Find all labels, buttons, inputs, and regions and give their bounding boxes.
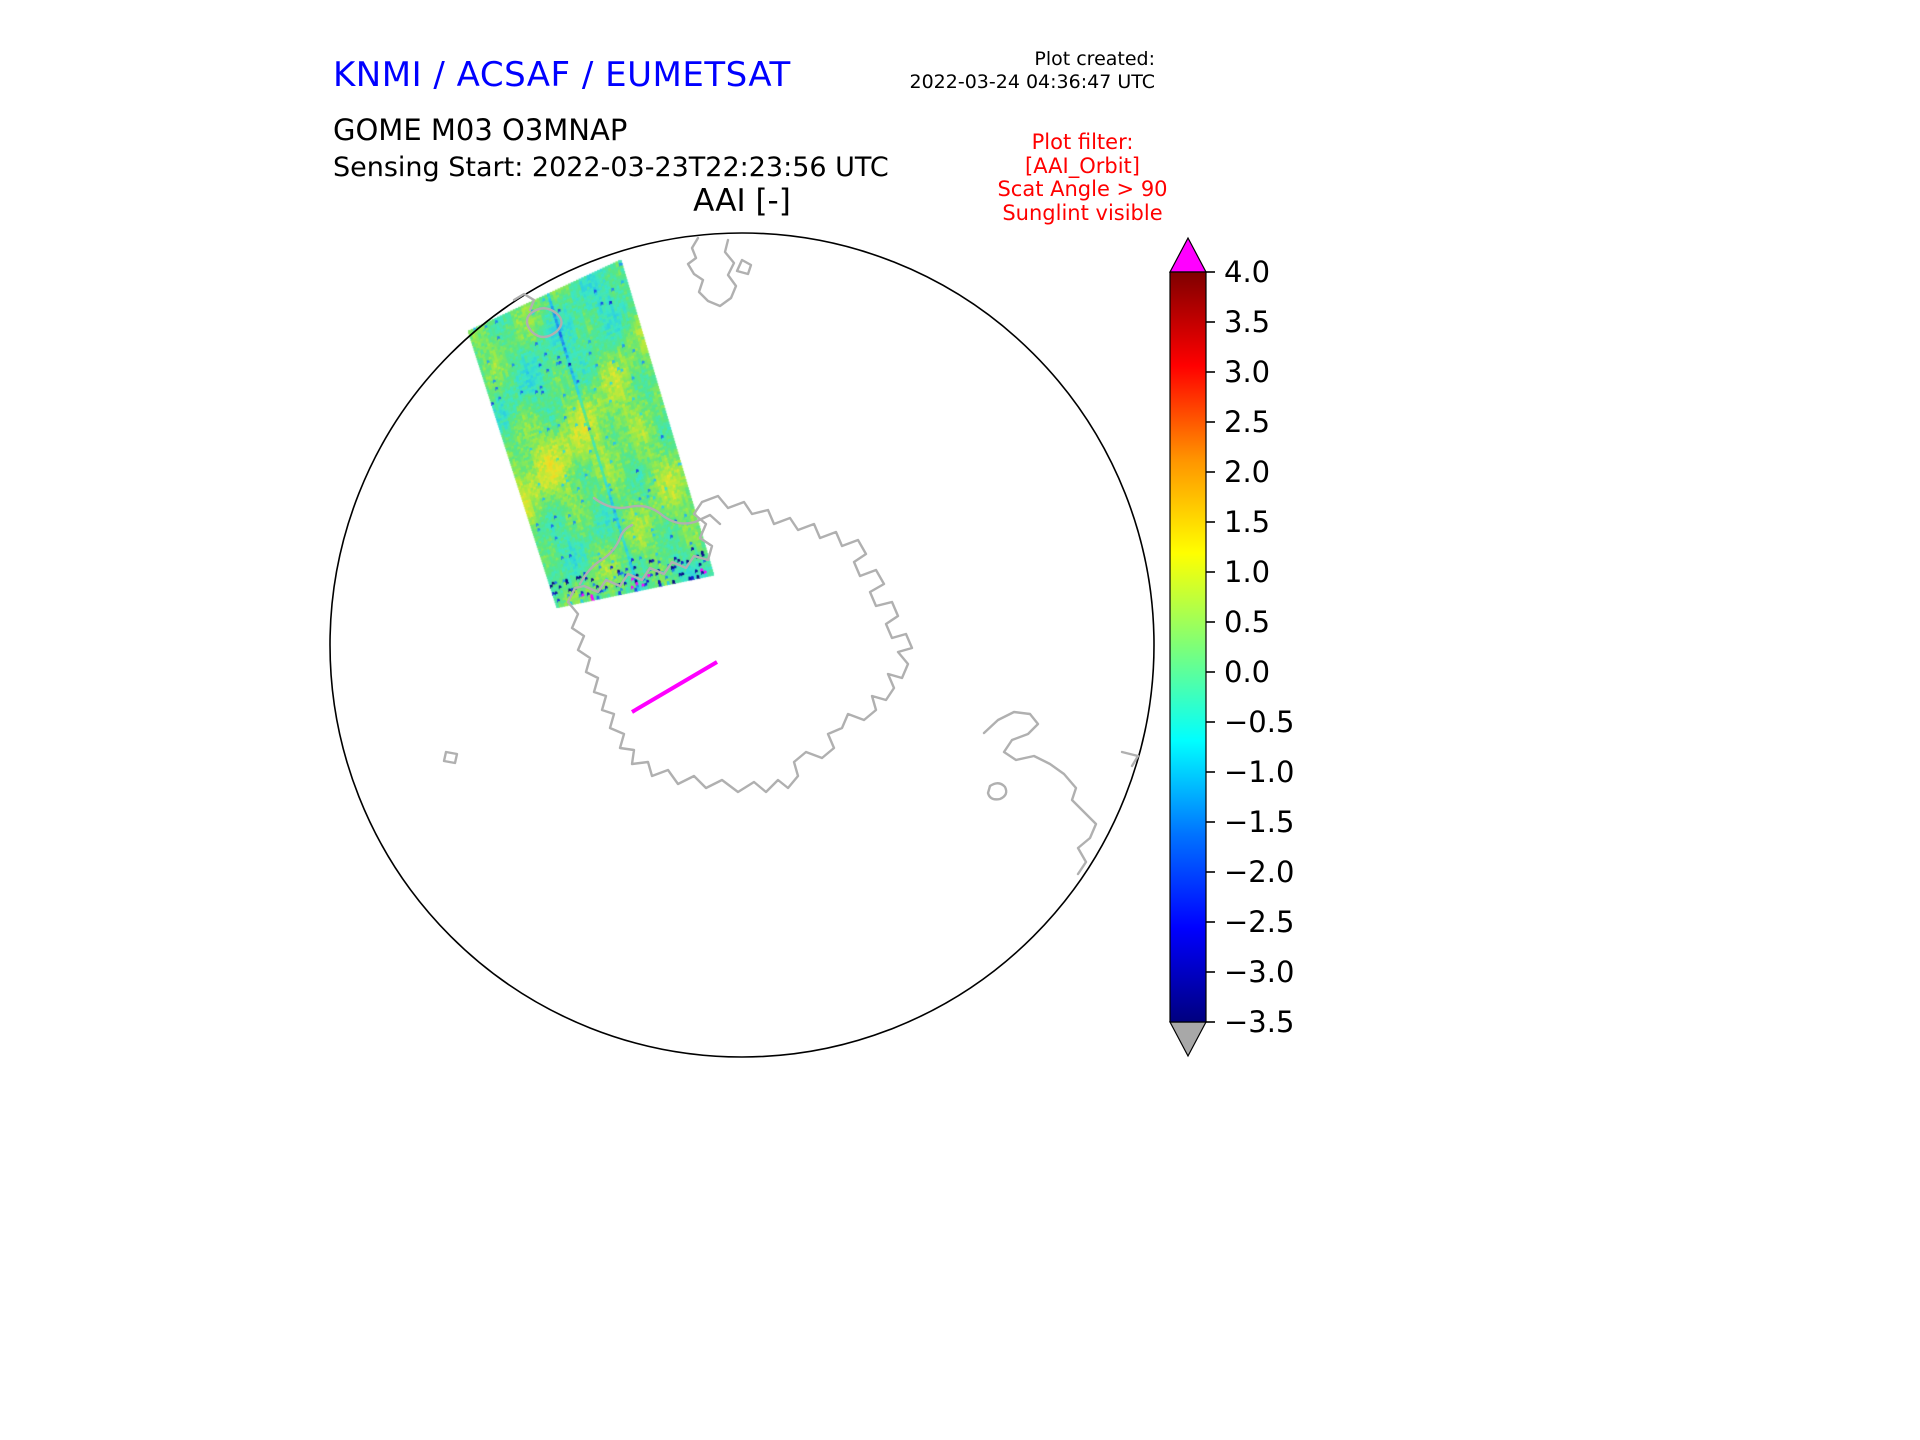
sensing-start-line: Sensing Start: 2022-03-23T22:23:56 UTC bbox=[333, 152, 889, 183]
colorbar-tick-label: −2.5 bbox=[1224, 905, 1294, 939]
colorbar-tick-label: −1.5 bbox=[1224, 805, 1294, 839]
colorbar-tick-label: 0.5 bbox=[1224, 605, 1270, 639]
plot-title: AAI [-] bbox=[693, 183, 791, 219]
filter-line-3: Scat Angle > 90 bbox=[997, 177, 1168, 201]
colorbar-tick-label: 2.5 bbox=[1224, 405, 1270, 439]
polar-map bbox=[329, 232, 1155, 1058]
plot-filter-box: Plot filter: [AAI_Orbit] Scat Angle > 90… bbox=[960, 130, 1205, 225]
colorbar-tick-label: −1.0 bbox=[1224, 755, 1294, 789]
colorbar-ticks: 4.0 3.5 3.0 2.5 2.0 1.5 1.0 0.5 0.0 −0.5 −1.0 −1.5 −… bbox=[1206, 255, 1294, 1039]
filter-line-1: Plot filter: bbox=[1031, 130, 1134, 154]
product-title: GOME M03 O3MNAP bbox=[333, 113, 628, 147]
colorbar-tick-label: 3.0 bbox=[1224, 355, 1270, 389]
colorbar-tick-label: 0.0 bbox=[1224, 655, 1270, 689]
plot-created-value: 2022-03-24 04:36:47 UTC bbox=[909, 71, 1156, 93]
coastline-path bbox=[592, 496, 722, 526]
colorbar-tick-label: −3.0 bbox=[1224, 955, 1294, 989]
agency-title: KNMI / ACSAF / EUMETSAT bbox=[333, 55, 791, 95]
coastline-path bbox=[525, 307, 563, 339]
colorbar-tick-label: 2.0 bbox=[1224, 455, 1270, 489]
coastline-path bbox=[982, 710, 1098, 876]
colorbar-tick-label: −0.5 bbox=[1224, 705, 1294, 739]
colorbar-tick-label: 1.5 bbox=[1224, 505, 1270, 539]
plot-created-label: Plot created: bbox=[1034, 48, 1155, 70]
coastline-path bbox=[1120, 750, 1140, 768]
colorbar: 4.0 3.5 3.0 2.5 2.0 1.5 1.0 0.5 0.0 −0.5 −1.0 −1.5 −… bbox=[1169, 236, 1294, 1058]
colorbar-tick-label: 4.0 bbox=[1224, 255, 1270, 289]
colorbar-tick-label: −2.0 bbox=[1224, 855, 1294, 889]
coastline-path bbox=[986, 782, 1008, 801]
coastline-path bbox=[512, 292, 536, 312]
colorbar-tick-label: 1.0 bbox=[1224, 555, 1270, 589]
coastline-path bbox=[686, 236, 738, 308]
colorbar-gradient-bar bbox=[1169, 271, 1207, 1023]
magenta-flag-segment bbox=[630, 660, 719, 714]
colorbar-under-arrow bbox=[1169, 1021, 1207, 1058]
map-boundary-circle bbox=[329, 232, 1155, 1058]
coastline-path bbox=[735, 258, 753, 276]
coastline-path bbox=[566, 494, 914, 794]
coastlines bbox=[442, 236, 1140, 876]
colorbar-tick-label: −3.5 bbox=[1224, 1005, 1294, 1039]
coastline-path bbox=[442, 750, 459, 765]
filter-line-4: Sunglint visible bbox=[1002, 200, 1163, 225]
coastline-path bbox=[578, 523, 634, 586]
colorbar-tick-label: 3.5 bbox=[1224, 305, 1270, 339]
filter-line-2: [AAI_Orbit] bbox=[1025, 153, 1140, 178]
plot-created-block: Plot created: 2022-03-24 04:36:47 UTC bbox=[855, 48, 1156, 94]
colorbar-over-arrow bbox=[1169, 236, 1207, 273]
